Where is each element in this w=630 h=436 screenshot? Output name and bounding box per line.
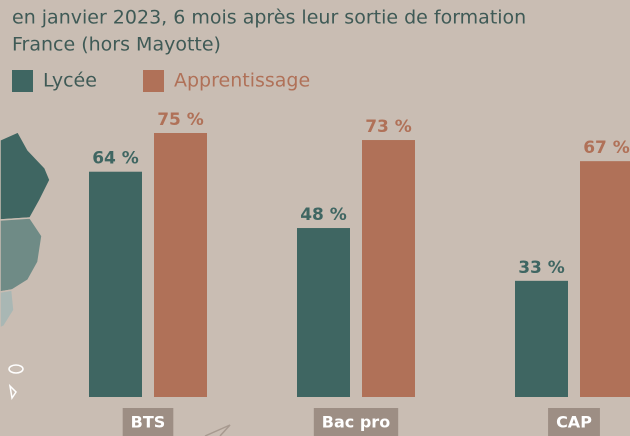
legend-label: Apprentissage <box>174 70 310 92</box>
legend-swatch <box>12 70 33 92</box>
category-box <box>122 408 174 436</box>
bar <box>515 280 568 397</box>
category-box <box>313 408 399 436</box>
legend-label: Lycée <box>43 70 97 92</box>
value-label: 67 % <box>583 138 630 158</box>
value-label: 64 % <box>92 149 139 169</box>
bar <box>580 161 630 397</box>
value-label: 33 % <box>518 258 565 278</box>
x-tick-label: Bac pro <box>322 413 390 432</box>
subtitle: en janvier 2023, 6 mois après leur sorti… <box>12 7 526 29</box>
bar <box>154 133 207 397</box>
subtitle: France (hors Mayotte) <box>12 34 221 56</box>
x-tick-label: CAP <box>556 413 592 432</box>
legend-swatch <box>143 70 164 92</box>
bar <box>89 171 142 397</box>
bar <box>297 228 350 397</box>
category-box <box>548 408 600 436</box>
value-label: 73 % <box>365 117 412 137</box>
value-label: 75 % <box>157 110 204 130</box>
x-tick-label: BTS <box>131 413 166 432</box>
bar <box>362 140 415 398</box>
value-label: 48 % <box>300 205 347 225</box>
map-decoration <box>0 131 231 436</box>
